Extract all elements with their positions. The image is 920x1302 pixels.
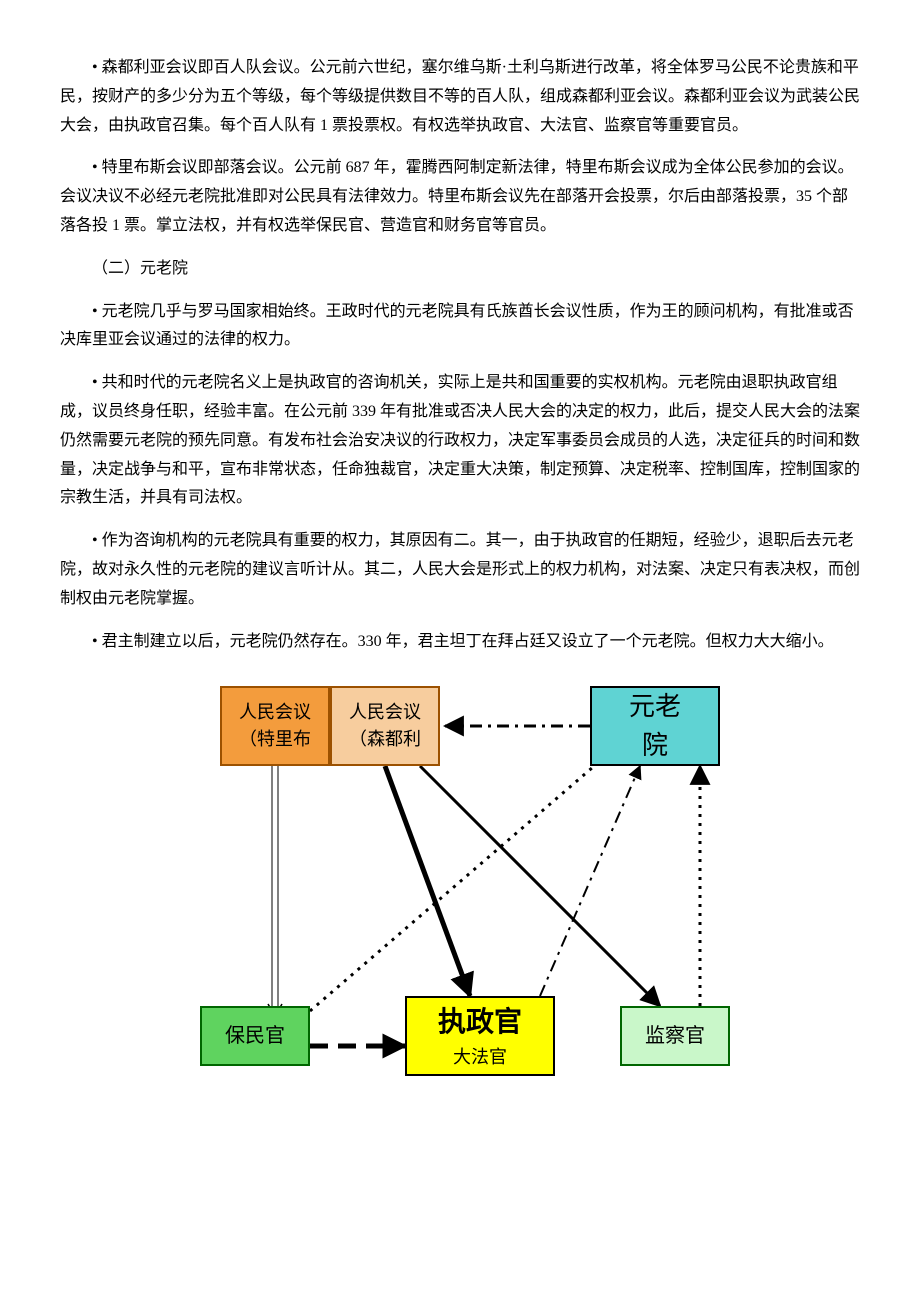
paragraph: • 特里布斯会议即部落会议。公元前 687 年，霍腾西阿制定新法律，特里布斯会议…: [60, 154, 860, 240]
diagram-node-censor: 监察官: [620, 1006, 730, 1066]
diagram-node-tribune: 保民官: [200, 1006, 310, 1066]
paragraph: • 元老院几乎与罗马国家相始终。王政时代的元老院具有氏族酋长会议性质，作为王的顾…: [60, 298, 860, 356]
governance-diagram: 人民会议（特里布人民会议（森都利 元老院保民官 执政官大法官 监察官: [160, 686, 760, 1106]
paragraph: • 君主制建立以后，元老院仍然存在。330 年，君主坦丁在拜占廷又设立了一个元老…: [60, 628, 860, 657]
paragraph: • 共和时代的元老院名义上是执政官的咨询机关，实际上是共和国重要的实权机构。元老…: [60, 369, 860, 513]
diagram-node-assembly_centur: 人民会议（森都利: [330, 686, 440, 766]
paragraph: • 森都利亚会议即百人队会议。公元前六世纪，塞尔维乌斯·土利乌斯进行改革，将全体…: [60, 54, 860, 140]
paragraph: • 作为咨询机构的元老院具有重要的权力，其原因有二。其一，由于执政官的任期短，经…: [60, 527, 860, 613]
diagram-node-senate: 元老院: [590, 686, 720, 766]
diagram-node-assembly_tribe: 人民会议（特里布: [220, 686, 330, 766]
section-heading: （二）元老院: [60, 255, 860, 284]
diagram-node-consul: 执政官大法官: [405, 996, 555, 1076]
